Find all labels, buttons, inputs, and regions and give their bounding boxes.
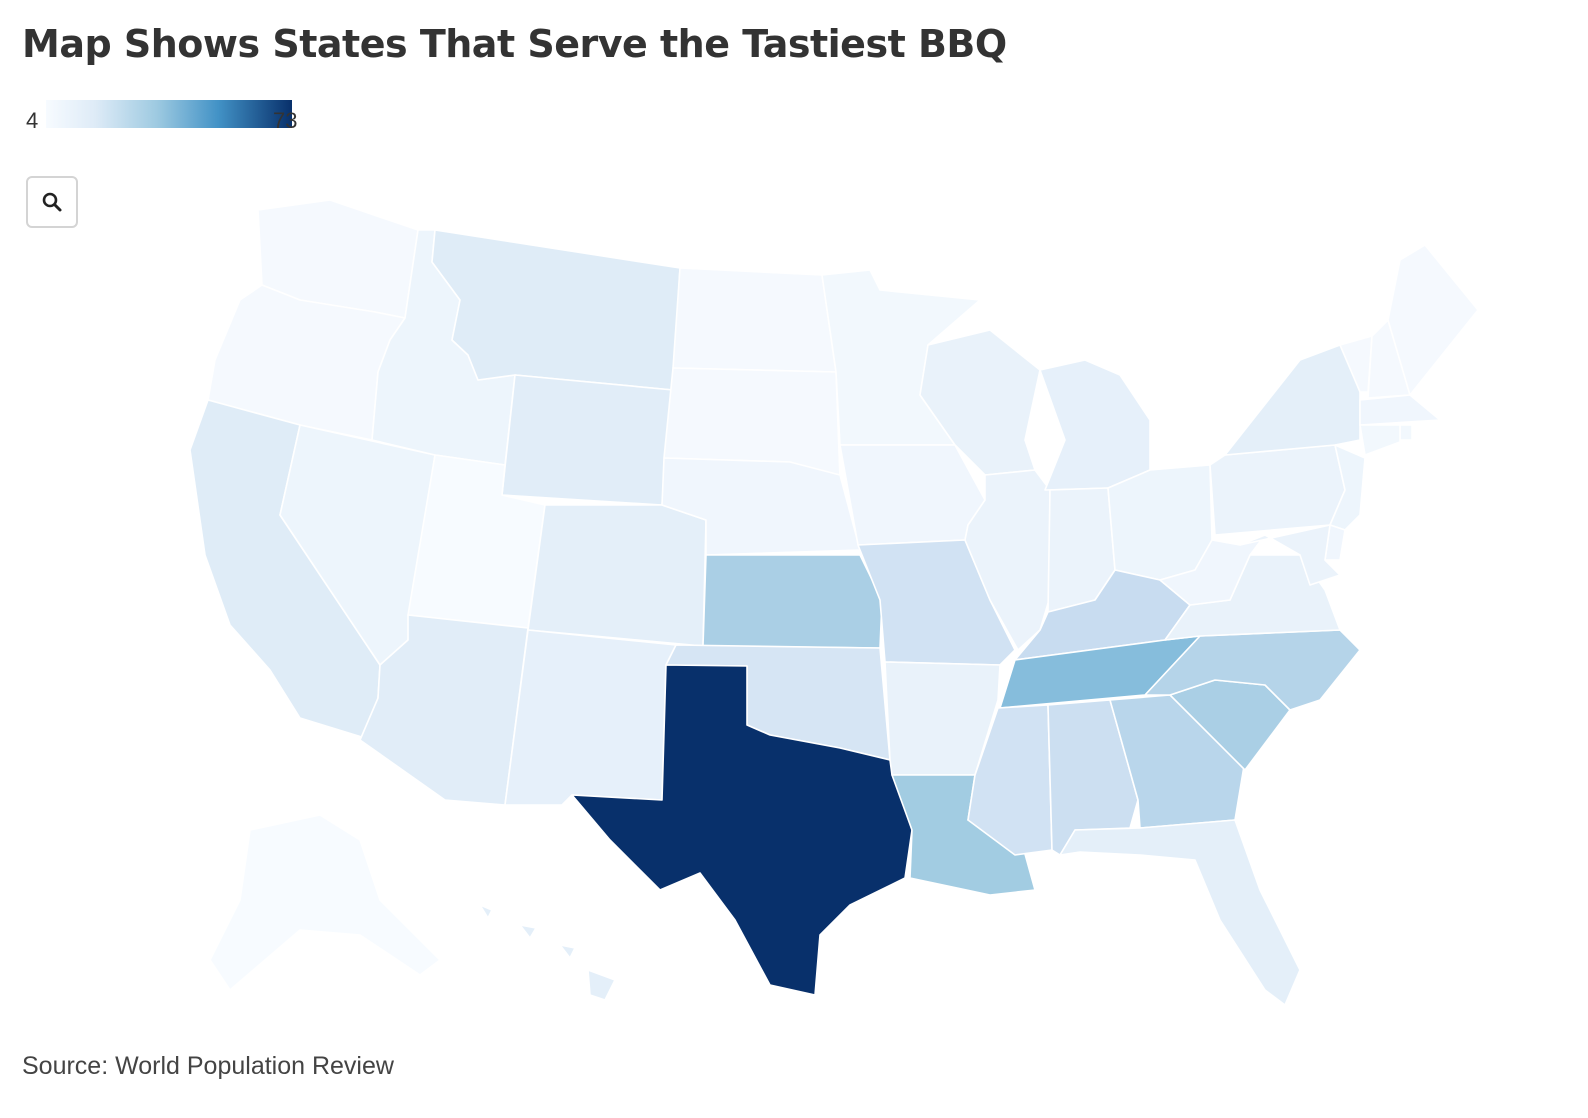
- state-ri[interactable]: [1399, 424, 1413, 441]
- state-tx[interactable]: [571, 664, 913, 996]
- state-md[interactable]: [1239, 524, 1341, 586]
- state-pa[interactable]: [1209, 444, 1346, 536]
- state-nd[interactable]: [672, 267, 837, 373]
- us-choropleth-map: [189, 199, 1479, 1006]
- legend-gradient-bar: [46, 100, 292, 128]
- state-wy[interactable]: [501, 374, 674, 506]
- state-ks[interactable]: [702, 554, 883, 649]
- state-ak[interactable]: [209, 814, 441, 991]
- state-ia[interactable]: [839, 444, 986, 546]
- state-me[interactable]: [1387, 244, 1479, 396]
- legend-min-label: 4: [26, 108, 39, 133]
- state-ct[interactable]: [1359, 424, 1401, 456]
- state-oh[interactable]: [1107, 464, 1213, 581]
- legend-max-label: 73: [273, 108, 298, 133]
- state-ma[interactable]: [1359, 394, 1441, 426]
- search-icon: [42, 192, 62, 212]
- state-il[interactable]: [964, 469, 1053, 651]
- state-mi[interactable]: [1039, 359, 1151, 491]
- state-ne[interactable]: [661, 457, 861, 556]
- chart-title: Map Shows States That Serve the Tastiest…: [22, 22, 1007, 66]
- state-hi[interactable]: [479, 904, 616, 1001]
- source-note: Source: World Population Review: [22, 1052, 394, 1080]
- search-button[interactable]: [26, 176, 78, 228]
- state-nm[interactable]: [504, 629, 677, 806]
- state-ny[interactable]: [1224, 344, 1361, 456]
- state-co[interactable]: [527, 504, 707, 647]
- color-legend: 4 73: [26, 100, 326, 133]
- state-fl[interactable]: [1059, 819, 1301, 1006]
